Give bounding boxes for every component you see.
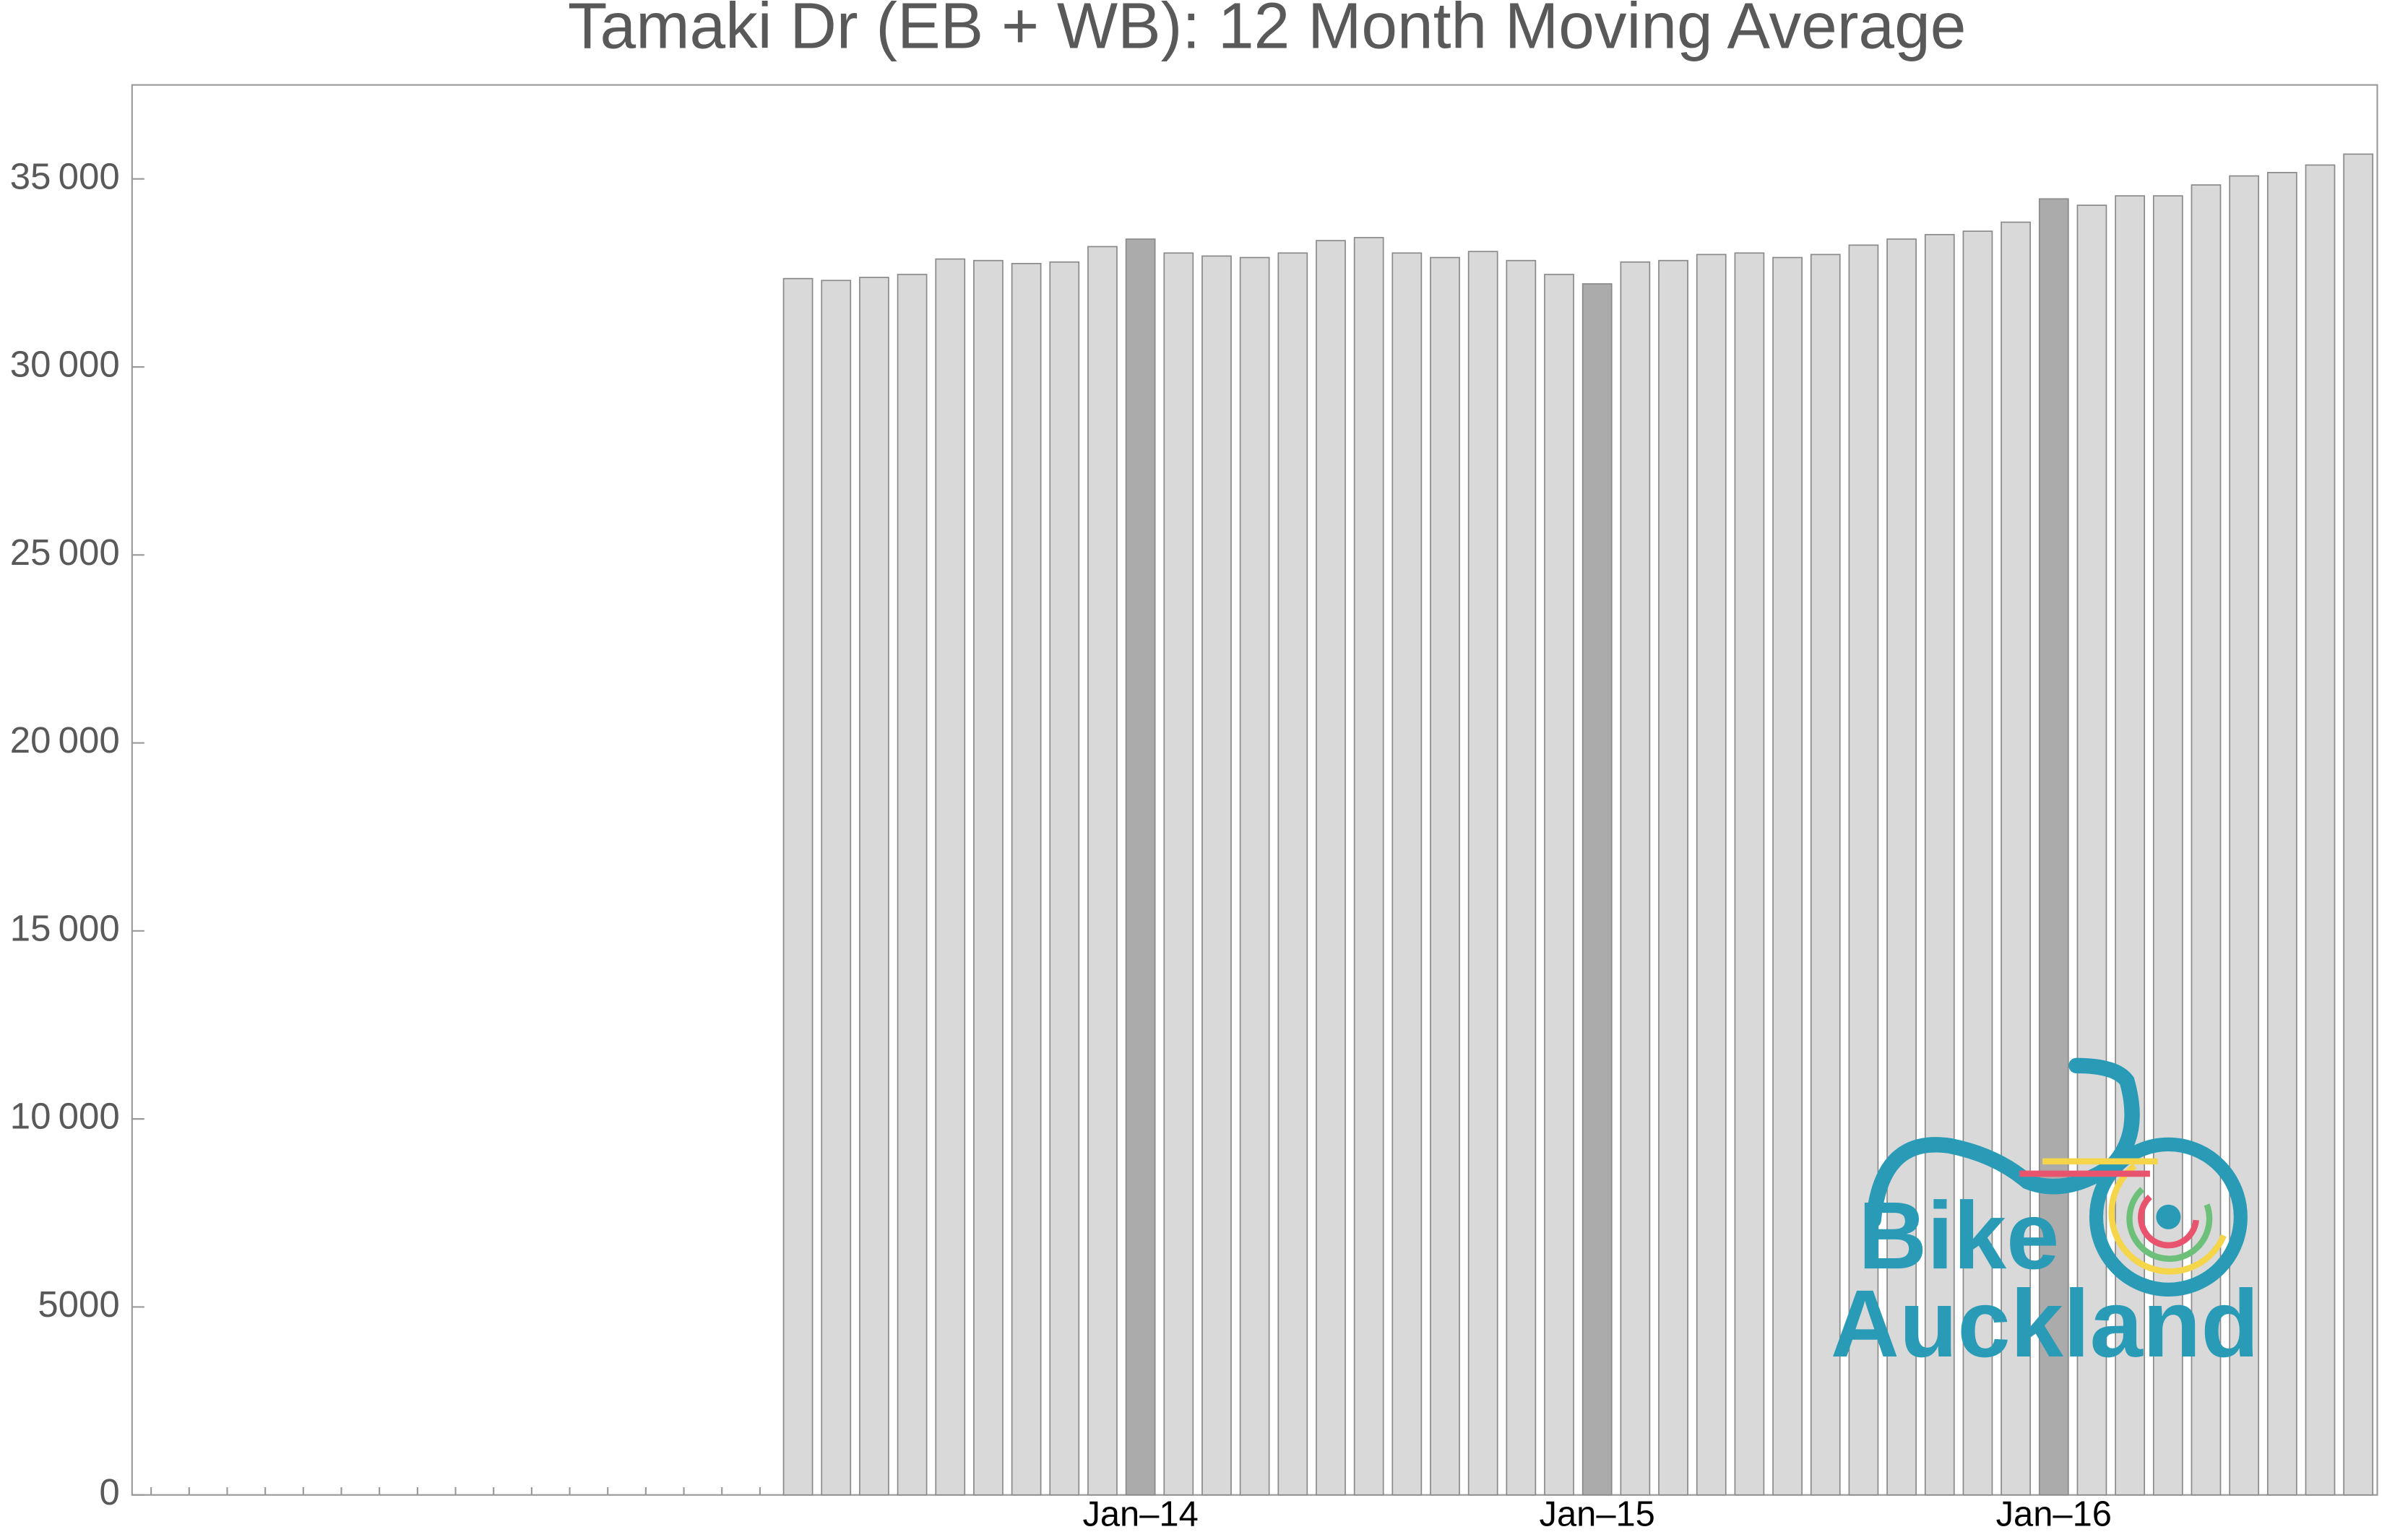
chart-title: Tamaki Dr (EB + WB): 12 Month Moving Ave… [568, 0, 1966, 62]
bar [1886, 238, 1917, 1496]
bar [782, 277, 814, 1496]
logo-text: Bike [1858, 1182, 2059, 1289]
y-tick-label: 25 000 [10, 532, 120, 573]
bar [2305, 164, 2336, 1496]
bar [973, 259, 1004, 1496]
bar [1696, 254, 1727, 1496]
bar [1087, 246, 1118, 1496]
bar [2229, 175, 2259, 1496]
logo-hub [2156, 1204, 2181, 1229]
bar [2343, 153, 2374, 1496]
bar [1353, 237, 1384, 1496]
logo-frame [1865, 1057, 2140, 1228]
logo-text: Auckland [1831, 1271, 2259, 1377]
bar [2038, 198, 2069, 1496]
bar [1277, 252, 1308, 1496]
logo: Bike Auckland [1831, 1057, 2259, 1377]
x-tick-label: Jan–15 [1540, 1494, 1655, 1532]
y-tick-label: 35 000 [10, 155, 120, 196]
y-tick-label: 0 [99, 1471, 119, 1512]
bar [2076, 204, 2107, 1496]
bar [1924, 233, 1955, 1496]
bar [1201, 255, 1232, 1496]
bar [2266, 172, 2297, 1496]
x-tick-label: Jan–16 [1996, 1494, 2112, 1532]
bar [935, 258, 966, 1496]
bar [1011, 263, 1042, 1496]
bar [1848, 244, 1879, 1496]
y-tick-label: 10 000 [10, 1096, 120, 1137]
bar [1049, 261, 1080, 1496]
bar [1962, 230, 1993, 1496]
logo-ring [2108, 1163, 2227, 1275]
bar [1506, 259, 1537, 1496]
bar [1125, 238, 1156, 1496]
logo-wheel [2089, 1137, 2248, 1297]
bar [1620, 261, 1651, 1496]
bar [859, 277, 889, 1496]
bar [1734, 252, 1765, 1496]
bar [1581, 283, 1613, 1496]
bar [1467, 251, 1498, 1496]
bar [1658, 259, 1688, 1496]
bar [1316, 240, 1346, 1496]
logo-ring [2138, 1194, 2199, 1249]
bar [1391, 252, 1423, 1496]
bar [1772, 256, 1803, 1496]
bar [897, 274, 928, 1496]
bar [1239, 256, 1270, 1496]
bar [1810, 254, 1841, 1496]
bar [821, 280, 852, 1496]
logo-ring [2126, 1187, 2213, 1262]
bar [2152, 195, 2183, 1496]
x-tick-label: Jan–14 [1082, 1494, 1198, 1532]
y-tick-label: 20 000 [10, 719, 120, 761]
bar [1544, 274, 1574, 1496]
bar [1430, 256, 1460, 1496]
bar [1163, 252, 1194, 1496]
y-tick-label: 5000 [38, 1284, 119, 1325]
y-tick-label: 30 000 [10, 343, 120, 384]
y-tick-label: 15 000 [10, 907, 120, 948]
bar [2001, 221, 2031, 1496]
